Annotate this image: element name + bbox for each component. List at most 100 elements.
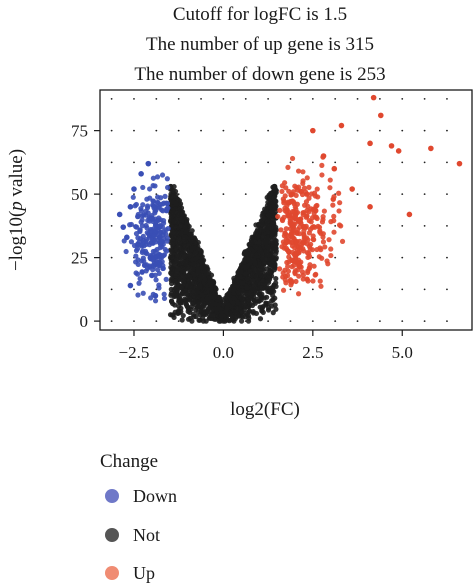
- up-gene-point: [337, 200, 343, 206]
- up-gene-point: [320, 234, 326, 240]
- grid-dot: [423, 288, 426, 291]
- not-gene-point: [208, 286, 214, 292]
- up-gene-point: [295, 168, 302, 174]
- grid-dot: [177, 129, 180, 132]
- grid-dot: [133, 161, 135, 164]
- down-gene-point: [157, 234, 163, 240]
- up-gene-point: [299, 191, 306, 198]
- grid-dot: [244, 224, 247, 227]
- up-gene-point: [275, 213, 281, 220]
- not-gene-point: [179, 212, 185, 218]
- not-gene-point: [174, 288, 180, 294]
- up-gene-point: [282, 180, 288, 186]
- up-gene-point: [281, 200, 287, 206]
- grid-dot: [423, 161, 426, 164]
- up-gene-point: [306, 184, 312, 190]
- highlight-layer: [116, 94, 463, 299]
- up-outlier-point: [367, 140, 373, 147]
- not-gene-point: [242, 271, 248, 277]
- not-gene-point: [177, 239, 183, 245]
- not-gene-point: [181, 277, 188, 283]
- down-gene-point: [159, 172, 166, 178]
- grid-dot: [222, 288, 225, 291]
- not-gene-point: [184, 291, 190, 297]
- not-gene-point: [247, 268, 253, 274]
- not-gene-point: [200, 318, 207, 324]
- up-gene-point: [292, 183, 298, 189]
- down-gene-point: [133, 270, 139, 276]
- up-gene-point: [282, 277, 288, 283]
- grid-dot: [244, 129, 247, 132]
- grid-dot: [311, 97, 314, 100]
- not-gene-point: [208, 294, 214, 300]
- down-gene-point: [137, 236, 144, 242]
- up-gene-point: [293, 192, 299, 199]
- up-gene-point: [290, 189, 296, 195]
- up-outlier-point: [367, 204, 373, 210]
- not-gene-point: [191, 280, 197, 286]
- up-gene-point: [285, 248, 291, 254]
- up-outlier-point: [338, 122, 345, 129]
- up-outlier-point: [310, 127, 316, 134]
- grid-dot: [200, 161, 202, 164]
- grid-dot: [155, 129, 158, 132]
- not-gene-point: [183, 301, 189, 308]
- grid-dot: [401, 256, 404, 259]
- down-gene-point: [139, 213, 146, 219]
- not-gene-point: [270, 284, 276, 290]
- not-gene-point: [172, 219, 178, 225]
- grid-dot: [110, 256, 113, 259]
- up-gene-point: [300, 178, 306, 184]
- not-gene-point: [188, 267, 194, 274]
- down-outlier-point: [149, 272, 155, 279]
- up-gene-point: [328, 246, 334, 252]
- not-gene-point: [250, 278, 256, 284]
- legend-title: Change: [100, 451, 158, 472]
- not-gene-point: [198, 258, 204, 264]
- down-outlier-point: [116, 211, 123, 218]
- not-gene-point: [252, 244, 259, 250]
- not-gene-point: [170, 241, 176, 247]
- grid-dot: [356, 193, 359, 196]
- not-gene-point: [197, 277, 203, 283]
- down-gene-point: [154, 174, 161, 180]
- down-gene-point: [164, 207, 170, 213]
- down-gene-point: [150, 218, 156, 225]
- not-gene-point: [258, 248, 264, 255]
- not-gene-point: [196, 317, 202, 323]
- not-gene-point: [180, 312, 186, 319]
- not-gene-point: [254, 296, 260, 302]
- legend: Change Down Not Up: [100, 451, 177, 583]
- not-gene-point: [178, 284, 184, 291]
- up-gene-point: [278, 227, 284, 233]
- not-gene-point: [263, 302, 269, 308]
- not-gene-point: [223, 309, 229, 315]
- up-outlier-point: [331, 165, 338, 172]
- up-outlier-point: [395, 148, 402, 154]
- grid-dot: [133, 193, 135, 196]
- grid-dot: [401, 161, 404, 164]
- not-gene-point: [190, 311, 197, 317]
- up-outlier-point: [456, 160, 463, 167]
- x-tick-label: −2.5: [119, 343, 150, 362]
- up-gene-point: [312, 272, 318, 278]
- grid-dot: [267, 97, 270, 100]
- not-gene-point: [272, 205, 278, 212]
- not-gene-point: [178, 305, 184, 311]
- up-gene-point: [312, 214, 318, 220]
- not-gene-point: [169, 276, 175, 282]
- up-gene-point: [303, 199, 310, 205]
- up-gene-point: [336, 222, 343, 228]
- grid-dot: [200, 129, 202, 132]
- not-gene-point: [189, 228, 195, 234]
- not-gene-point: [273, 276, 279, 282]
- not-gene-point: [177, 296, 183, 302]
- not-gene-point: [273, 187, 279, 194]
- down-gene-point: [150, 252, 156, 258]
- down-gene-point: [138, 205, 144, 212]
- up-gene-point: [328, 252, 334, 259]
- not-gene-point: [243, 250, 249, 256]
- up-gene-point: [285, 263, 291, 270]
- grid-dot: [222, 224, 225, 227]
- not-gene-point: [216, 302, 222, 308]
